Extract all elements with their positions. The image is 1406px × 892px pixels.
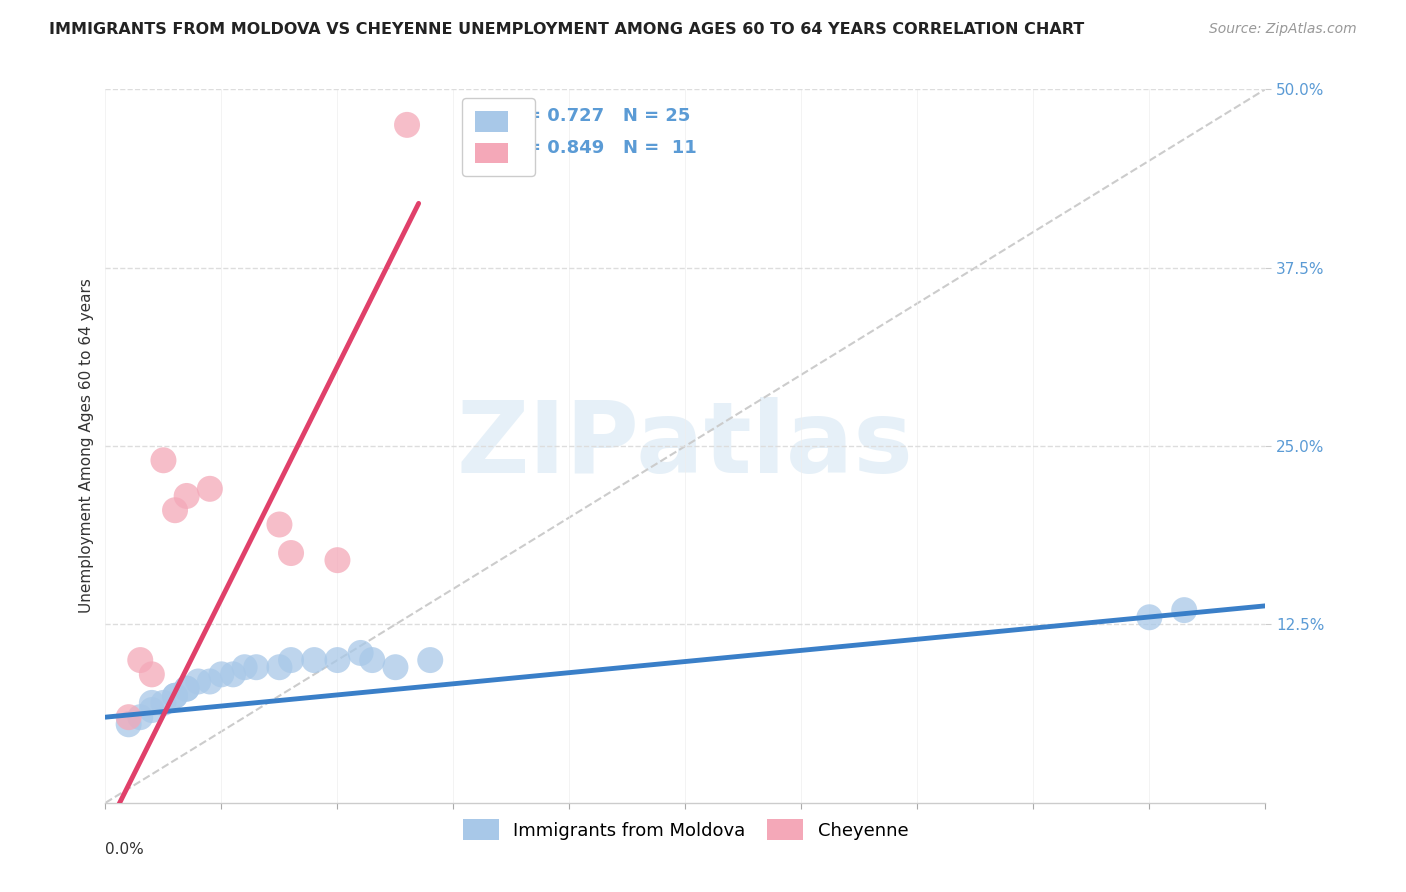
- Text: R = 0.849   N =  11: R = 0.849 N = 11: [506, 139, 696, 157]
- Point: [198, 482, 221, 496]
- Point: [245, 660, 267, 674]
- Point: [269, 517, 291, 532]
- Point: [349, 646, 371, 660]
- Point: [211, 667, 233, 681]
- Point: [198, 674, 221, 689]
- Point: [326, 653, 349, 667]
- Point: [233, 660, 256, 674]
- Point: [118, 710, 141, 724]
- Point: [361, 653, 384, 667]
- Point: [141, 696, 163, 710]
- Point: [141, 703, 163, 717]
- Point: [152, 453, 174, 467]
- Point: [187, 674, 209, 689]
- Point: [129, 653, 152, 667]
- Point: [304, 653, 326, 667]
- Point: [129, 710, 152, 724]
- Point: [176, 681, 198, 696]
- Point: [118, 717, 141, 731]
- Y-axis label: Unemployment Among Ages 60 to 64 years: Unemployment Among Ages 60 to 64 years: [79, 278, 94, 614]
- Point: [165, 689, 187, 703]
- Point: [396, 118, 419, 132]
- Point: [326, 553, 349, 567]
- Point: [152, 696, 174, 710]
- Point: [222, 667, 245, 681]
- Text: 0.0%: 0.0%: [105, 842, 145, 857]
- Point: [280, 546, 302, 560]
- Point: [1173, 603, 1195, 617]
- Legend: Immigrants from Moldova, Cheyenne: Immigrants from Moldova, Cheyenne: [456, 812, 915, 847]
- Point: [1139, 610, 1161, 624]
- Point: [384, 660, 406, 674]
- Point: [269, 660, 291, 674]
- Point: [165, 503, 187, 517]
- Point: [176, 489, 198, 503]
- Text: R = 0.727   N = 25: R = 0.727 N = 25: [506, 107, 690, 125]
- Point: [419, 653, 441, 667]
- Text: ZIPatlas: ZIPatlas: [457, 398, 914, 494]
- Point: [165, 689, 187, 703]
- Text: Source: ZipAtlas.com: Source: ZipAtlas.com: [1209, 22, 1357, 37]
- Point: [176, 681, 198, 696]
- Text: IMMIGRANTS FROM MOLDOVA VS CHEYENNE UNEMPLOYMENT AMONG AGES 60 TO 64 YEARS CORRE: IMMIGRANTS FROM MOLDOVA VS CHEYENNE UNEM…: [49, 22, 1084, 37]
- Point: [141, 667, 163, 681]
- Point: [280, 653, 302, 667]
